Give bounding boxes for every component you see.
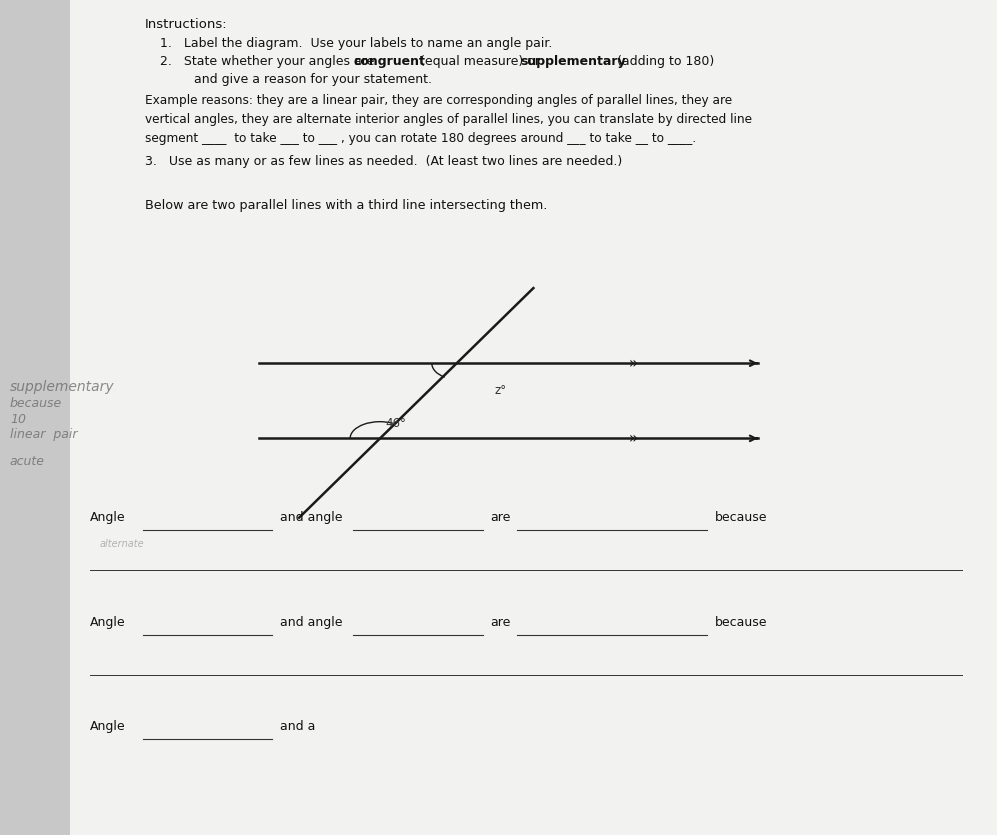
Text: because: because [715,511,768,524]
Text: segment ____  to take ___ to ___ , you can rotate 180 degrees around ___ to take: segment ____ to take ___ to ___ , you ca… [145,132,696,145]
Text: 1.   Label the diagram.  Use your labels to name an angle pair.: 1. Label the diagram. Use your labels to… [160,37,552,50]
Text: because: because [10,397,62,410]
Text: and a: and a [280,720,315,733]
Text: supplementary: supplementary [520,55,626,68]
Text: Angle: Angle [90,615,126,629]
Text: Angle: Angle [90,720,126,733]
Text: Example reasons: they are a linear pair, they are corresponding angles of parall: Example reasons: they are a linear pair,… [145,94,732,107]
Text: and angle: and angle [280,615,343,629]
Text: vertical angles, they are alternate interior angles of parallel lines, you can t: vertical angles, they are alternate inte… [145,113,752,126]
Text: (equal measure) or: (equal measure) or [416,55,543,68]
Text: supplementary: supplementary [10,380,115,394]
Text: are: are [491,615,510,629]
Text: alternate: alternate [100,539,145,549]
Text: and angle: and angle [280,511,343,524]
Text: Angle: Angle [90,511,126,524]
Text: because: because [715,615,768,629]
Text: congruent: congruent [354,55,426,68]
Text: 46°: 46° [385,417,406,430]
Text: Instructions:: Instructions: [145,18,227,32]
Text: and give a reason for your statement.: and give a reason for your statement. [174,73,433,87]
Text: »: » [628,431,638,446]
Text: linear  pair: linear pair [10,428,78,441]
Text: 10: 10 [10,413,26,427]
Text: 3.   Use as many or as few lines as needed.  (At least two lines are needed.): 3. Use as many or as few lines as needed… [145,155,622,169]
Text: z°: z° [495,384,506,397]
Text: »: » [628,356,638,371]
Text: Below are two parallel lines with a third line intersecting them.: Below are two parallel lines with a thir… [145,199,547,212]
Text: acute: acute [10,455,45,468]
Text: 2.   State whether your angles are: 2. State whether your angles are [160,55,378,68]
Text: (adding to 180): (adding to 180) [613,55,715,68]
Text: are: are [491,511,510,524]
FancyBboxPatch shape [70,0,997,835]
